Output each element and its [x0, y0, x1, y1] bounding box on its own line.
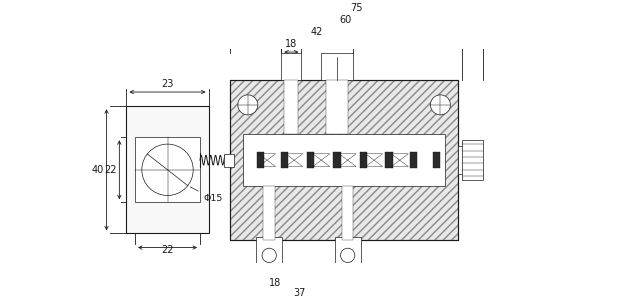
Text: 23: 23 — [161, 79, 174, 89]
Bar — [385, 152, 392, 168]
Circle shape — [430, 95, 450, 115]
Bar — [333, 152, 340, 168]
Bar — [281, 53, 301, 80]
Bar — [360, 152, 367, 168]
Bar — [230, 80, 458, 240]
Text: Φ15: Φ15 — [190, 187, 223, 203]
Text: 22: 22 — [161, 245, 174, 255]
Bar — [257, 152, 264, 168]
Bar — [342, 186, 353, 240]
Bar — [410, 152, 417, 168]
Bar — [321, 53, 353, 80]
Circle shape — [238, 95, 258, 115]
Text: 60: 60 — [340, 15, 352, 25]
Circle shape — [142, 144, 193, 195]
Text: 22: 22 — [105, 165, 117, 175]
Bar — [284, 80, 299, 135]
Bar — [326, 80, 348, 135]
Bar — [224, 154, 233, 166]
Bar — [230, 80, 458, 240]
Bar — [281, 152, 288, 168]
Text: 18: 18 — [269, 278, 281, 287]
Bar — [264, 186, 275, 240]
Bar — [230, 80, 458, 240]
Bar — [433, 152, 441, 168]
Text: 75: 75 — [351, 3, 363, 13]
Bar — [307, 152, 314, 168]
Bar — [135, 137, 200, 202]
Text: 37: 37 — [294, 288, 306, 298]
Bar — [332, 266, 363, 272]
Bar — [462, 140, 483, 180]
Bar — [127, 106, 209, 233]
Bar — [256, 237, 282, 268]
Text: 42: 42 — [311, 27, 323, 37]
Bar — [243, 135, 446, 186]
Bar — [335, 237, 361, 268]
Bar — [458, 146, 474, 175]
Text: 40: 40 — [91, 165, 103, 175]
Bar — [254, 266, 285, 272]
Text: 18: 18 — [285, 39, 297, 49]
